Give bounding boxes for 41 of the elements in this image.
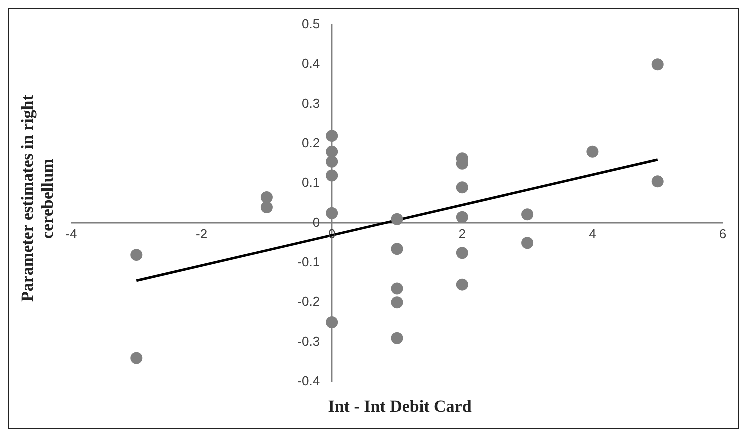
y-axis-title: Parameter estimates in right cerebellum	[18, 94, 58, 304]
point	[260, 192, 273, 204]
x-tick-label: -2	[196, 226, 208, 242]
x-tick-label: -4	[66, 226, 78, 242]
point	[326, 146, 338, 158]
x-tick-label: 4	[589, 226, 596, 242]
point	[391, 296, 404, 309]
point	[260, 201, 273, 214]
y-tick-label: 0.3	[302, 96, 320, 111]
x-tick-label: 0	[328, 226, 336, 242]
point	[652, 58, 664, 71]
point	[586, 146, 599, 158]
point	[130, 352, 143, 364]
point	[522, 237, 534, 250]
point	[456, 211, 468, 224]
y-tick-label: -0.4	[298, 374, 320, 389]
point	[522, 208, 534, 221]
point	[391, 213, 404, 226]
point	[456, 182, 468, 194]
y-tick-label: 0.5	[302, 16, 320, 32]
y-tick-label: 0.1	[302, 175, 320, 190]
point	[456, 247, 468, 260]
y-tick-label: -0.2	[298, 294, 320, 310]
x-axis-title: Int - Int Debit Card	[327, 397, 473, 417]
y-tick-label: 0.2	[302, 136, 320, 151]
y-tick-label: -0.3	[298, 334, 320, 349]
point	[391, 282, 404, 295]
point	[326, 207, 338, 220]
point	[326, 130, 338, 142]
y-tick-label: 0.4	[302, 56, 320, 72]
point	[456, 278, 468, 291]
point	[391, 243, 404, 256]
point	[652, 176, 664, 188]
point	[326, 156, 338, 168]
point	[391, 332, 404, 344]
y-tick-label: -0.1	[298, 254, 320, 270]
point	[130, 249, 143, 262]
point	[326, 170, 338, 182]
point	[326, 316, 338, 328]
x-tick-label: 6	[719, 226, 727, 242]
x-tick-label: 2	[458, 226, 466, 242]
